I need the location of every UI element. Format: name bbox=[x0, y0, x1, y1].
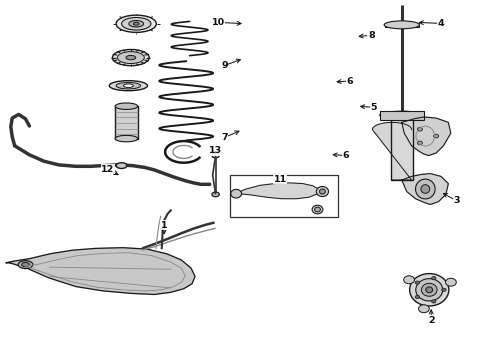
Ellipse shape bbox=[432, 300, 436, 303]
Ellipse shape bbox=[445, 278, 456, 286]
Ellipse shape bbox=[421, 283, 437, 296]
Ellipse shape bbox=[115, 103, 138, 109]
Ellipse shape bbox=[126, 55, 136, 60]
Text: 11: 11 bbox=[273, 175, 287, 184]
Ellipse shape bbox=[123, 84, 133, 87]
Bar bbox=[391, 115, 413, 180]
Text: 12: 12 bbox=[101, 165, 115, 174]
Polygon shape bbox=[402, 117, 451, 156]
Polygon shape bbox=[236, 183, 318, 199]
Text: 1: 1 bbox=[161, 220, 168, 230]
Ellipse shape bbox=[116, 15, 156, 32]
Ellipse shape bbox=[317, 186, 329, 197]
Ellipse shape bbox=[418, 305, 429, 313]
Ellipse shape bbox=[404, 276, 415, 284]
Ellipse shape bbox=[312, 205, 323, 214]
Text: 13: 13 bbox=[209, 146, 222, 155]
Ellipse shape bbox=[129, 21, 144, 27]
Ellipse shape bbox=[122, 18, 151, 30]
Ellipse shape bbox=[421, 185, 430, 193]
Ellipse shape bbox=[113, 50, 149, 66]
Ellipse shape bbox=[109, 81, 147, 91]
Ellipse shape bbox=[231, 189, 242, 198]
Text: 7: 7 bbox=[221, 133, 228, 142]
Ellipse shape bbox=[133, 22, 139, 25]
Ellipse shape bbox=[417, 141, 422, 145]
Ellipse shape bbox=[212, 192, 220, 197]
Ellipse shape bbox=[416, 279, 443, 301]
Polygon shape bbox=[372, 122, 412, 180]
Text: 3: 3 bbox=[453, 197, 460, 205]
Bar bbox=[380, 111, 424, 120]
Ellipse shape bbox=[417, 127, 422, 131]
Text: 2: 2 bbox=[428, 316, 435, 325]
Polygon shape bbox=[402, 174, 448, 204]
Text: 6: 6 bbox=[343, 151, 349, 160]
Text: 4: 4 bbox=[438, 19, 444, 28]
Ellipse shape bbox=[315, 207, 320, 212]
Ellipse shape bbox=[115, 135, 138, 142]
Text: 9: 9 bbox=[221, 61, 228, 70]
Text: 5: 5 bbox=[370, 103, 377, 112]
Ellipse shape bbox=[415, 295, 419, 298]
Ellipse shape bbox=[432, 276, 436, 280]
Ellipse shape bbox=[426, 287, 433, 293]
Bar bbox=[115, 106, 138, 139]
Ellipse shape bbox=[434, 134, 439, 138]
Ellipse shape bbox=[18, 261, 33, 269]
Bar bbox=[230, 175, 338, 217]
Bar bbox=[385, 23, 419, 27]
Ellipse shape bbox=[380, 111, 424, 119]
Ellipse shape bbox=[384, 21, 419, 29]
Ellipse shape bbox=[319, 189, 325, 194]
Ellipse shape bbox=[410, 274, 449, 306]
Text: 10: 10 bbox=[212, 18, 224, 27]
Ellipse shape bbox=[442, 288, 446, 292]
Ellipse shape bbox=[116, 163, 127, 168]
Polygon shape bbox=[6, 248, 195, 294]
Text: 6: 6 bbox=[346, 77, 353, 86]
Text: 8: 8 bbox=[368, 31, 375, 40]
Ellipse shape bbox=[416, 179, 435, 199]
Ellipse shape bbox=[212, 153, 220, 158]
Ellipse shape bbox=[22, 262, 29, 267]
Ellipse shape bbox=[415, 281, 419, 284]
Ellipse shape bbox=[116, 82, 141, 89]
Ellipse shape bbox=[118, 52, 144, 64]
